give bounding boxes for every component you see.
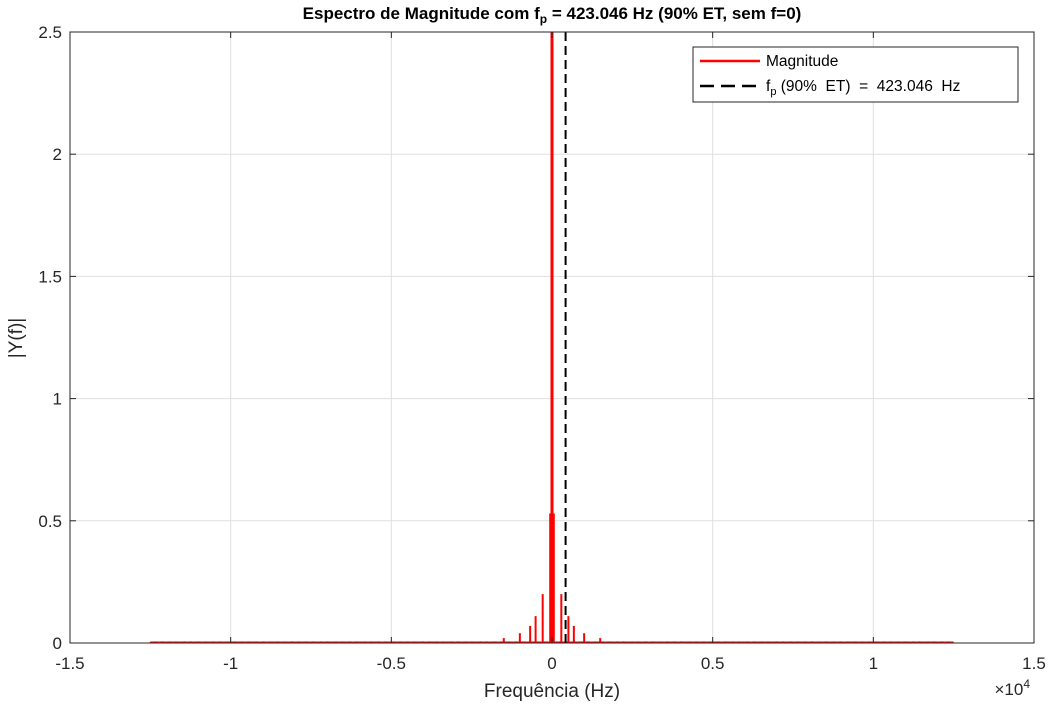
- y-tick-label: 2: [53, 145, 62, 164]
- y-tick-label: 2.5: [38, 23, 62, 42]
- y-axis-label: |Y(f)|: [6, 318, 27, 358]
- x-axis-exponent: ×104: [994, 677, 1030, 699]
- chart-title: Espectro de Magnitude com fp = 423.046 H…: [303, 4, 802, 26]
- x-tick-label: 1.5: [1022, 654, 1046, 673]
- x-axis-exponent-power: 4: [1023, 677, 1030, 691]
- y-tick-label: 0.5: [38, 512, 62, 531]
- x-tick-label: 0.5: [701, 654, 725, 673]
- chart-title-main: Espectro de Magnitude com f: [303, 4, 540, 23]
- y-tick-label: 1.5: [38, 267, 62, 286]
- legend-label-magnitude: Magnitude: [766, 53, 838, 70]
- legend-label-fp-subscript: p: [770, 86, 776, 98]
- axis-ticks: -1.5 -1 -0.5 0 0.5 1 1.5 0 0.5 1 1.5 2 2.5: [38, 23, 1045, 673]
- legend-label-fp-main: f: [766, 78, 771, 95]
- x-tick-label: -1: [223, 654, 238, 673]
- x-tick-label: -0.5: [377, 654, 406, 673]
- x-axis-exponent-base: ×10: [994, 680, 1023, 699]
- legend-label-fp: fp (90% ET) = 423.046 Hz: [766, 78, 960, 98]
- chart-title-subscript: p: [540, 12, 547, 26]
- x-tick-label: 0: [547, 654, 556, 673]
- x-tick-label: -1.5: [55, 654, 84, 673]
- x-tick-label: 1: [869, 654, 878, 673]
- x-axis-label: Frequência (Hz): [484, 681, 620, 702]
- legend-box: [692, 46, 1019, 103]
- legend: Magnitude fp (90% ET) = 423.046 Hz: [692, 46, 1019, 103]
- y-tick-label: 1: [53, 390, 62, 409]
- legend-label-fp-rest: (90% ET) = 423.046 Hz: [776, 78, 960, 95]
- chart-title-rest: = 423.046 Hz (90% ET, sem f=0): [547, 4, 801, 23]
- y-tick-label: 0: [53, 634, 62, 653]
